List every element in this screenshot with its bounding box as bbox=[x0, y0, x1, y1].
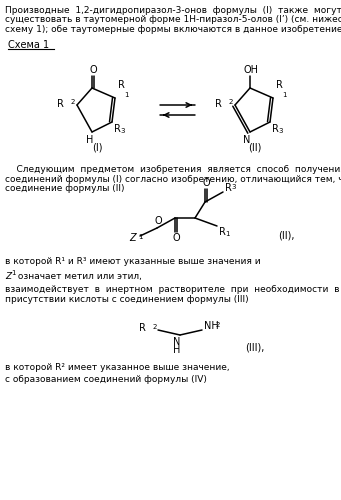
Text: 1: 1 bbox=[11, 270, 15, 276]
Text: 3: 3 bbox=[120, 128, 124, 134]
Text: Следующим  предметом  изобретения  является  способ  получения: Следующим предметом изобретения является… bbox=[5, 165, 341, 174]
Text: R: R bbox=[57, 99, 64, 109]
Text: 1: 1 bbox=[124, 92, 129, 98]
Text: 1: 1 bbox=[225, 231, 229, 237]
Text: схему 1); обе таутомерные формы включаются в данное изобретение.: схему 1); обе таутомерные формы включают… bbox=[5, 25, 341, 34]
Text: в которой R² имеет указанное выше значение,: в которой R² имеет указанное выше значен… bbox=[5, 363, 229, 372]
Text: 3: 3 bbox=[278, 128, 282, 134]
Text: OH: OH bbox=[243, 65, 258, 75]
Text: 2: 2 bbox=[216, 322, 220, 328]
Text: 2: 2 bbox=[71, 99, 75, 105]
Text: 1: 1 bbox=[138, 234, 143, 240]
Text: O: O bbox=[202, 178, 210, 188]
Text: 2: 2 bbox=[153, 324, 158, 330]
Text: (I): (I) bbox=[92, 142, 102, 152]
Text: 1: 1 bbox=[282, 92, 286, 98]
Text: означает метил или этил,: означает метил или этил, bbox=[15, 272, 142, 281]
Text: 2: 2 bbox=[229, 99, 233, 105]
Text: соединение формулы (II): соединение формулы (II) bbox=[5, 184, 124, 193]
Text: H: H bbox=[173, 345, 181, 355]
Text: N: N bbox=[243, 135, 251, 145]
Text: NH: NH bbox=[204, 321, 219, 331]
Text: существовать в таутомерной форме 1H-пиразол-5-олов (I’) (см. нижеследующую: существовать в таутомерной форме 1H-пира… bbox=[5, 16, 341, 24]
Text: R: R bbox=[219, 227, 226, 237]
Text: N: N bbox=[173, 337, 181, 347]
Text: H: H bbox=[86, 135, 94, 145]
Text: Z: Z bbox=[129, 233, 136, 243]
Text: R: R bbox=[118, 80, 125, 90]
Text: R: R bbox=[272, 124, 279, 134]
Text: R: R bbox=[139, 323, 146, 333]
Text: 3: 3 bbox=[231, 184, 236, 190]
Text: R: R bbox=[215, 99, 222, 109]
Text: в которой R¹ и R³ имеют указанные выше значения и: в которой R¹ и R³ имеют указанные выше з… bbox=[5, 257, 261, 266]
Text: с образованием соединений формулы (IV): с образованием соединений формулы (IV) bbox=[5, 375, 207, 384]
Text: Z: Z bbox=[5, 272, 11, 281]
Text: соединений формулы (I) согласно изобретению, отличающийся тем, что: соединений формулы (I) согласно изобрете… bbox=[5, 174, 341, 184]
Text: (III),: (III), bbox=[245, 342, 264, 352]
Text: (II): (II) bbox=[248, 142, 262, 152]
Text: Производные  1,2-дигидропиразол-3-онов  формулы  (I)  также  могут: Производные 1,2-дигидропиразол-3-онов фо… bbox=[5, 6, 341, 15]
Text: присутствии кислоты с соединением формулы (III): присутствии кислоты с соединением формул… bbox=[5, 294, 249, 304]
Text: взаимодействует  в  инертном  растворителе  при  необходимости  в: взаимодействует в инертном растворителе … bbox=[5, 285, 340, 294]
Text: (II),: (II), bbox=[278, 231, 295, 241]
Text: R: R bbox=[225, 183, 232, 193]
Text: O: O bbox=[154, 216, 162, 226]
Text: R: R bbox=[276, 80, 283, 90]
Text: O: O bbox=[172, 233, 180, 243]
Text: Схема 1: Схема 1 bbox=[8, 40, 49, 50]
Text: R: R bbox=[114, 124, 121, 134]
Text: O: O bbox=[89, 65, 97, 75]
